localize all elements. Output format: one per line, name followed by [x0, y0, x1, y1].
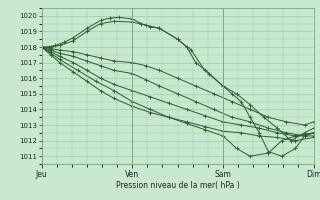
X-axis label: Pression niveau de la mer( hPa ): Pression niveau de la mer( hPa ): [116, 181, 239, 190]
